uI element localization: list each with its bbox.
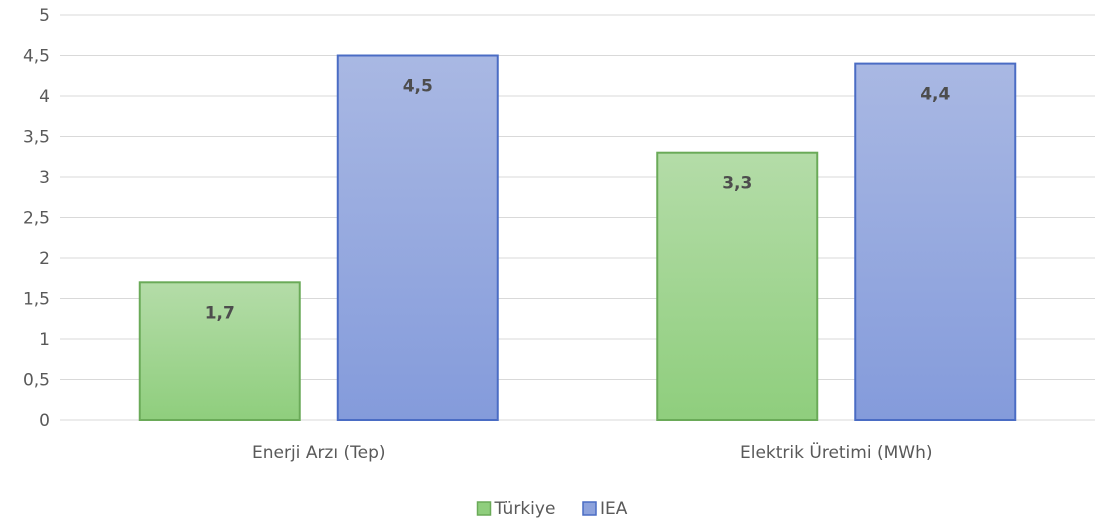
bar-iea xyxy=(854,62,1017,421)
y-tick-label: 3 xyxy=(39,168,50,188)
x-axis: Enerji Arzı (Tep) Elektrik Üretimi (MWh) xyxy=(252,441,933,463)
y-tick-label: 4 xyxy=(39,87,50,107)
y-tick-label: 4,5 xyxy=(23,47,50,67)
y-tick-label: 1,5 xyxy=(23,290,50,310)
bar-iea xyxy=(336,54,499,421)
y-tick-label: 1 xyxy=(39,330,50,350)
y-tick-label: 0 xyxy=(39,411,50,431)
data-label: 4,5 xyxy=(403,77,433,97)
data-label: 1,7 xyxy=(205,303,235,323)
y-axis: 0 0,5 1 1,5 2 2,5 3 3,5 4 4,5 5 xyxy=(23,6,50,431)
data-label: 3,3 xyxy=(722,174,752,194)
legend-label: Türkiye xyxy=(494,499,556,519)
legend-label: IEA xyxy=(600,499,628,519)
y-tick-label: 5 xyxy=(39,6,50,26)
x-category-label: Elektrik Üretimi (MWh) xyxy=(740,441,933,463)
y-tick-label: 2,5 xyxy=(23,209,50,229)
legend-swatch xyxy=(582,501,597,516)
x-category-label: Enerji Arzı (Tep) xyxy=(252,443,386,463)
legend-swatch xyxy=(476,501,492,516)
legend: Türkiye IEA xyxy=(476,499,628,519)
bar-t-rkiye xyxy=(138,281,301,421)
y-tick-label: 2 xyxy=(39,249,50,269)
y-tick-label: 0,5 xyxy=(23,371,50,391)
y-tick-label: 3,5 xyxy=(23,128,50,148)
bar-t-rkiye xyxy=(656,151,819,421)
data-label: 4,4 xyxy=(920,85,950,105)
bars: 1,7 4,5 3,3 4,4 xyxy=(138,54,1017,421)
